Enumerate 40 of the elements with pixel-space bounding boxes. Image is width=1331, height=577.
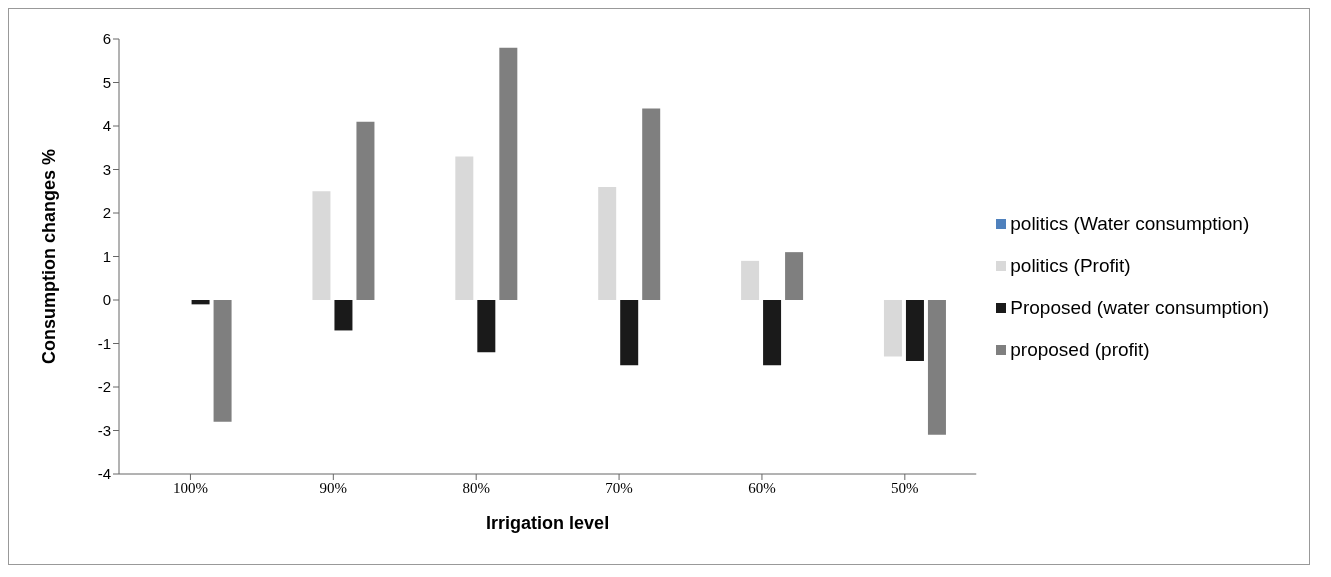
bar <box>334 300 353 331</box>
legend-label: proposed (profit) <box>1010 338 1150 360</box>
y-tick-label: -1 <box>97 334 111 352</box>
bar <box>598 186 617 300</box>
bar <box>785 252 804 300</box>
y-tick-label: -4 <box>97 465 111 483</box>
bar <box>356 121 375 300</box>
x-tick-label: 90% <box>319 479 348 496</box>
y-tick-label: -2 <box>97 378 111 396</box>
y-tick-label: 4 <box>102 117 111 135</box>
y-tick-label: -3 <box>97 421 111 439</box>
bar <box>312 191 331 300</box>
bar <box>455 156 474 300</box>
y-tick-label: 5 <box>102 73 111 91</box>
y-axis-title: Consumption changes % <box>39 148 60 365</box>
legend-label: Proposed (water consumption) <box>1010 296 1269 318</box>
x-tick-label: 50% <box>891 479 919 496</box>
y-tick-label: 2 <box>102 204 111 222</box>
bar <box>191 300 210 305</box>
y-tick-label: 3 <box>102 160 111 178</box>
bar <box>741 260 760 300</box>
x-tick-label: 80% <box>462 479 490 496</box>
bar <box>927 300 946 435</box>
bar <box>905 300 924 361</box>
x-tick-label: 100% <box>172 479 208 496</box>
x-axis-title: Irrigation level <box>486 513 610 533</box>
x-tick-label: 70% <box>605 479 633 496</box>
x-tick-label: 60% <box>748 479 776 496</box>
y-tick-label: 0 <box>102 291 111 309</box>
y-tick-label: 6 <box>102 30 111 48</box>
legend-label: politics (Profit) <box>1010 254 1131 276</box>
bar <box>620 300 639 366</box>
legend-label: politics (Water consumption) <box>1010 212 1250 234</box>
bar <box>499 47 518 300</box>
bar <box>642 108 661 300</box>
bar <box>883 300 902 357</box>
y-tick-label: 1 <box>102 247 111 265</box>
bar <box>477 300 496 353</box>
bar <box>213 300 232 422</box>
bar <box>763 300 782 366</box>
